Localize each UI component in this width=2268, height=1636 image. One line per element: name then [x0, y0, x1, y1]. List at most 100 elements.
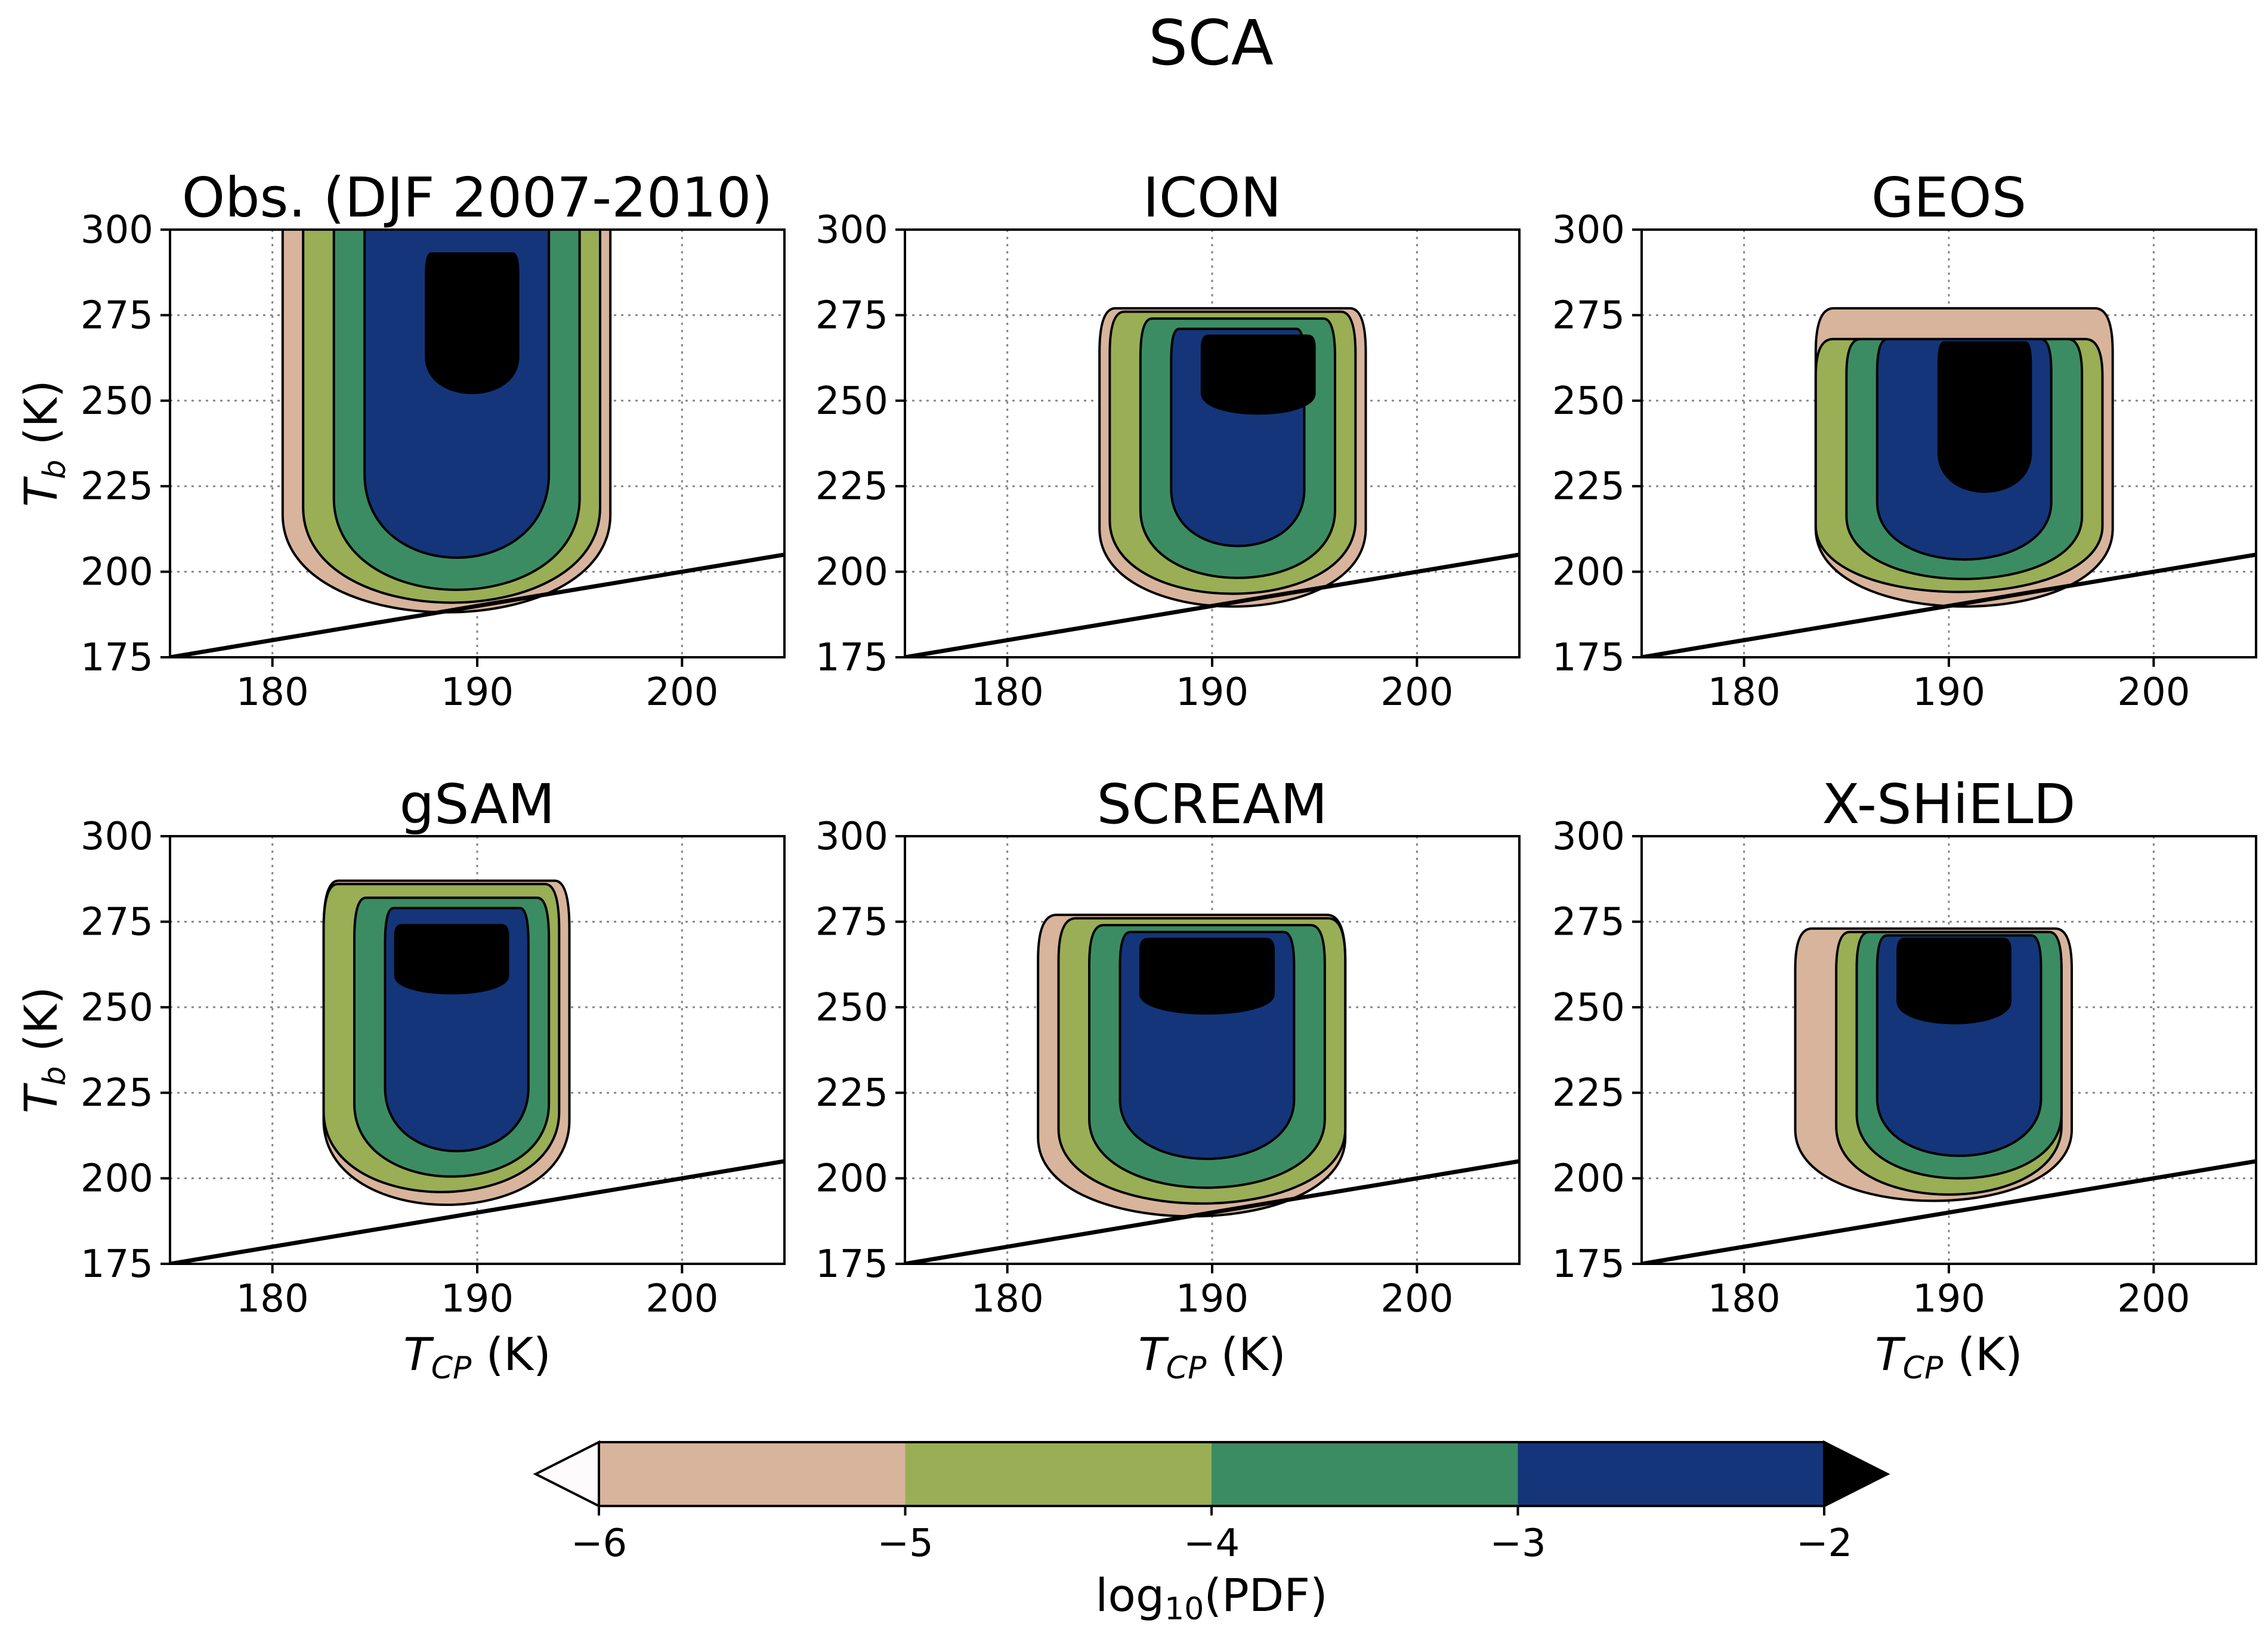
subplot-panel: 180 190 200 175 200 225 250 275 300 GEOS	[1552, 166, 2257, 715]
y-axis-label: Tb (K)	[14, 380, 73, 507]
panel-title: Obs. (DJF 2007-2010)	[182, 166, 773, 230]
y-tick-label: 225	[1552, 465, 1625, 509]
y-tick-label: 175	[815, 636, 888, 680]
y-tick-label: 175	[815, 1242, 888, 1286]
reference-line	[170, 1159, 784, 1264]
x-tick-label: 200	[2117, 670, 2190, 715]
level-minus2-region	[394, 924, 509, 995]
y-tick-label: 300	[1552, 815, 1625, 859]
y-tick-label: 200	[1552, 551, 1625, 595]
y-tick-label: 250	[81, 986, 153, 1030]
contour-fill	[1098, 307, 1367, 608]
x-tick-label: 200	[645, 1277, 718, 1321]
subplot-grid: 180 190 200 175 200 225 250 275 300 Obs. (DJF 200…	[14, 166, 2257, 1386]
panel-title: GEOS	[1871, 166, 2026, 230]
y-tick-label: 250	[1552, 379, 1625, 423]
colorbar-tick-label: −4	[1184, 1521, 1240, 1566]
reference-line	[1642, 552, 2256, 657]
level-minus2-region	[1896, 938, 2011, 1025]
subplot-panel: 180 190 200 175 200 225 250 275 300 ICON	[815, 166, 1521, 715]
x-tick-label: 180	[1708, 670, 1781, 715]
panel-title: X-SHiELD	[1822, 772, 2075, 836]
reference-line	[905, 552, 1519, 657]
level-minus2-region	[1200, 334, 1316, 415]
subplot-panel: 180 190 200 175 200 225 250 275 300 gSAM Tb (K) TCP…	[14, 772, 786, 1386]
x-tick-label: 180	[236, 670, 309, 715]
level-minus2-region	[1937, 341, 2032, 493]
x-tick-label: 180	[971, 670, 1044, 715]
colorbar-tick-label: −3	[1490, 1521, 1546, 1566]
panel-title: ICON	[1143, 166, 1282, 230]
figure-title: SCA	[1148, 7, 1274, 79]
y-tick-label: 175	[1552, 636, 1625, 680]
colorbar-segment	[905, 1442, 1212, 1506]
y-tick-label: 275	[81, 900, 153, 944]
x-tick-label: 190	[1176, 670, 1249, 715]
y-tick-label: 250	[815, 379, 888, 423]
x-tick-label: 180	[1708, 1277, 1781, 1321]
x-tick-label: 200	[2117, 1277, 2190, 1321]
y-tick-label: 200	[81, 551, 153, 595]
reference-line	[905, 1159, 1519, 1264]
y-tick-label: 225	[81, 1071, 153, 1115]
level-minus2-region	[1139, 938, 1275, 1015]
colorbar-extend-upper	[1823, 1440, 1890, 1508]
y-tick-label: 250	[1552, 986, 1625, 1030]
x-tick-label: 190	[1912, 1277, 1985, 1321]
y-tick-label: 275	[1552, 900, 1625, 944]
reference-line	[1642, 1159, 2256, 1264]
x-tick-label: 200	[645, 670, 718, 715]
y-tick-label: 200	[815, 1157, 888, 1201]
colorbar-segment	[599, 1442, 906, 1506]
y-tick-label: 175	[1552, 1242, 1625, 1286]
x-tick-label: 180	[971, 1277, 1044, 1321]
contour-fill	[322, 879, 571, 1206]
y-tick-label: 300	[815, 208, 888, 252]
y-tick-label: 300	[81, 815, 153, 859]
y-tick-label: 200	[815, 551, 888, 595]
x-tick-label: 200	[1380, 670, 1453, 715]
y-tick-label: 225	[81, 465, 153, 509]
contour-fill	[1037, 913, 1347, 1218]
x-tick-label: 200	[1380, 1277, 1453, 1321]
x-tick-label: 190	[1912, 670, 1985, 715]
subplot-panel: 180 190 200 175 200 225 250 275 300 Obs. (DJF 200…	[14, 166, 786, 715]
y-axis-label: Tb (K)	[14, 986, 73, 1114]
y-tick-label: 300	[815, 815, 888, 859]
y-tick-label: 300	[81, 208, 153, 252]
y-tick-label: 225	[1552, 1071, 1625, 1115]
x-axis-label: TCP (K)	[1138, 1328, 1286, 1386]
y-tick-label: 175	[81, 1242, 153, 1286]
y-tick-label: 250	[815, 986, 888, 1030]
panel-title: SCREAM	[1096, 772, 1327, 836]
subplot-panel: 180 190 200 175 200 225 250 275 300 X-SHiELD TCP (…	[1552, 772, 2257, 1386]
colorbar-tick-label: −2	[1796, 1521, 1852, 1566]
y-tick-label: 200	[1552, 1157, 1625, 1201]
x-tick-label: 190	[1176, 1277, 1249, 1321]
y-tick-label: 300	[1552, 208, 1625, 252]
colorbar-tick-label: −5	[877, 1521, 933, 1566]
colorbar-segment	[1518, 1442, 1824, 1506]
y-tick-label: 275	[815, 900, 888, 944]
subplot-panel: 180 190 200 175 200 225 250 275 300 SCREAM TCP (K)	[815, 772, 1521, 1386]
y-tick-label: 175	[81, 636, 153, 680]
x-tick-label: 190	[441, 1277, 514, 1321]
y-tick-label: 200	[81, 1157, 153, 1201]
level-minus2-region	[425, 252, 520, 394]
colorbar-segment	[1212, 1442, 1518, 1506]
colorbar-tick-label: −6	[571, 1521, 627, 1566]
contour-fill	[1814, 307, 2114, 608]
colorbar: −6 −5 −4 −3 −2 log10(PDF)	[533, 1440, 1890, 1627]
y-tick-label: 250	[81, 379, 153, 423]
y-tick-label: 275	[815, 293, 888, 338]
x-axis-label: TCP (K)	[1875, 1328, 2022, 1386]
y-tick-label: 275	[1552, 293, 1625, 338]
reference-line	[170, 552, 784, 657]
x-tick-label: 190	[441, 670, 514, 715]
y-tick-label: 225	[815, 465, 888, 509]
contour-fill	[281, 230, 612, 614]
x-tick-label: 180	[236, 1277, 309, 1321]
y-tick-label: 225	[815, 1071, 888, 1115]
colorbar-label: log10(PDF)	[1095, 1569, 1327, 1627]
